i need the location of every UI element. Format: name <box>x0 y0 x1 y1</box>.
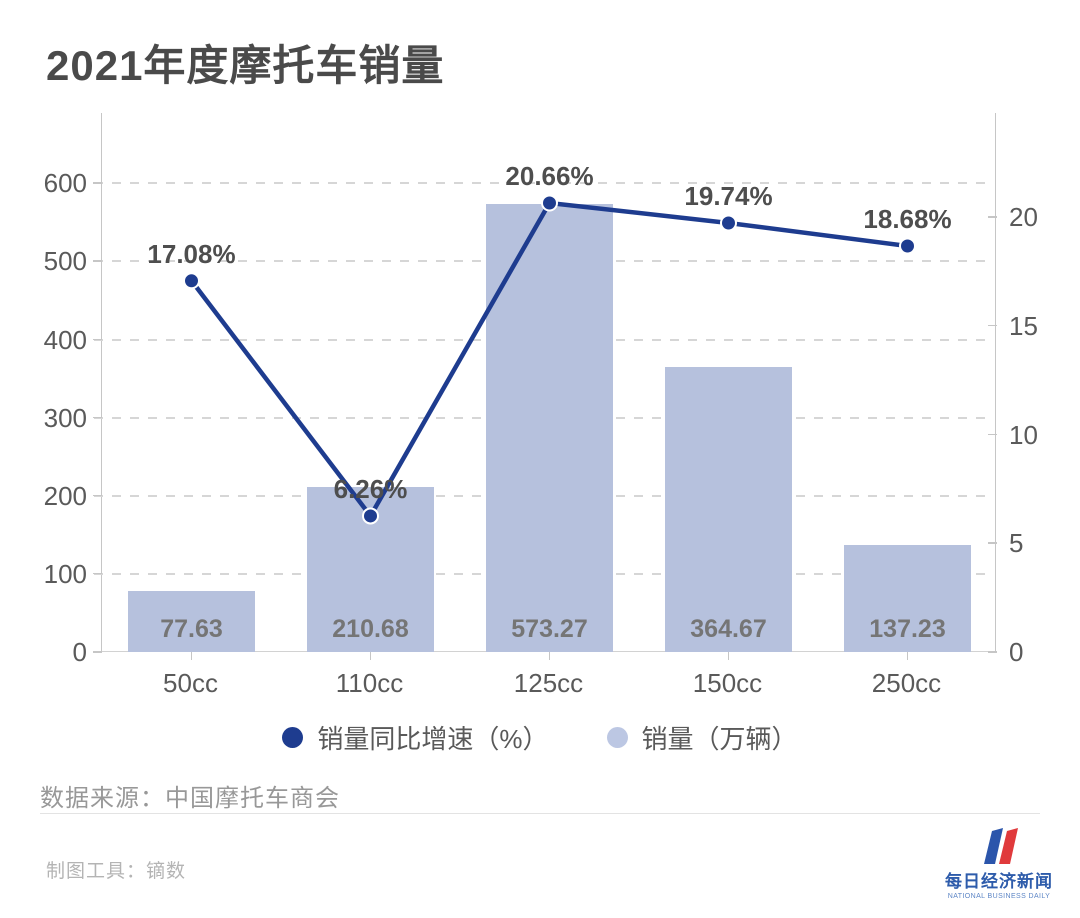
data-point-250cc <box>899 237 916 255</box>
right-axis-tick-0 <box>988 651 997 653</box>
legend-label-line: 销量同比增速（%） <box>317 724 549 754</box>
bar-value-110cc: 210.68 <box>332 615 409 643</box>
data-point-125cc <box>541 194 558 212</box>
bar-series-dot-icon <box>606 727 628 748</box>
bar-value-50cc: 77.63 <box>160 615 223 643</box>
legend-item-bar: 销量（万辆） <box>606 719 798 756</box>
chart-tool-note: 制图工具：镝数 <box>46 861 187 882</box>
publisher-logo: 每日经济新闻 NATIONAL BUSINESS DAILY <box>945 826 1052 900</box>
line-series-dot-icon <box>282 727 304 748</box>
left-axis-label-400: 400 <box>43 324 87 355</box>
x-axis-tick-150cc <box>727 652 729 660</box>
bar-50cc <box>128 591 255 652</box>
right-axis-tick-20 <box>988 216 997 218</box>
left-axis-tick-200 <box>93 494 102 497</box>
x-axis-label-110cc: 110cc <box>335 668 404 698</box>
bar-value-125cc: 573.27 <box>511 615 588 643</box>
x-axis-label-150cc: 150cc <box>692 668 763 698</box>
right-axis-tick-5 <box>988 542 997 544</box>
right-axis-tick-15 <box>988 324 997 327</box>
data-source-note: 数据来源：中国摩托车商会 <box>40 785 340 812</box>
left-axis-label-200: 200 <box>43 480 87 511</box>
bar-value-250cc: 137.23 <box>869 615 946 643</box>
publisher-name-en: NATIONAL BUSINESS DAILY <box>947 893 1051 900</box>
growth-line-chart <box>183 194 916 525</box>
growth-value-150cc: 19.74% <box>684 180 773 211</box>
axis-labels-layer: 0 100 200 300 400 500 600 0 5 10 15 20 50cc 110cc 125c… <box>44 113 1038 698</box>
x-axis-label-250cc: 250cc <box>871 668 942 698</box>
data-point-110cc <box>362 507 379 525</box>
bar-150cc <box>665 367 792 652</box>
left-axis-label-100: 100 <box>43 558 87 589</box>
x-axis-tick-110cc <box>369 652 371 660</box>
footer-divider <box>40 813 1040 814</box>
nbd-logo-icon <box>984 828 1018 864</box>
x-axis-label-50cc: 50cc <box>163 668 218 698</box>
left-axis-label-300: 300 <box>43 402 87 433</box>
data-point-150cc <box>720 214 737 232</box>
left-axis-label-0: 0 <box>72 637 87 667</box>
growth-value-110cc: 6.26% <box>333 473 408 504</box>
x-axis-tick-250cc <box>906 652 908 660</box>
right-axis-label-0: 0 <box>1009 637 1024 667</box>
left-axis-tick-600 <box>93 182 102 184</box>
data-point-50cc <box>183 272 200 290</box>
x-axis-tick-125cc <box>548 652 550 660</box>
publisher-name-cn: 每日经济新闻 <box>945 872 1053 891</box>
growth-value-50cc: 17.08% <box>147 238 236 269</box>
legend-label-bar: 销量（万辆） <box>641 724 798 754</box>
left-axis-label-500: 500 <box>43 246 87 277</box>
legend-item-line: 销量同比增速（%） <box>282 719 549 756</box>
chart-title: 2021年度摩托车销量 <box>46 42 445 89</box>
right-axis-label-5: 5 <box>1009 528 1024 559</box>
right-axis-tick-10 <box>988 433 997 436</box>
plot-area: 77.63 210.68 573.27 364.67 137.23 17.08% 6.26%… <box>93 113 997 660</box>
legend: 销量同比增速（%） 销量（万辆） <box>0 719 1080 756</box>
right-axis-label-15: 15 <box>1009 310 1038 341</box>
right-axis-label-20: 20 <box>1009 202 1038 233</box>
x-axis-label-125cc: 125cc <box>513 668 584 698</box>
right-axis-label-10: 10 <box>1009 419 1038 450</box>
left-axis-tick-0 <box>93 651 102 653</box>
x-axis-tick-50cc <box>190 652 192 660</box>
left-axis-label-600: 600 <box>43 168 87 199</box>
left-axis-tick-500 <box>93 260 102 262</box>
growth-value-250cc: 18.68% <box>863 204 952 234</box>
bar-250cc <box>844 544 971 652</box>
left-axis-tick-300 <box>93 416 102 419</box>
left-axis-tick-400 <box>93 338 102 341</box>
left-axis-tick-100 <box>93 572 102 575</box>
bar-value-150cc: 364.67 <box>690 615 767 643</box>
growth-value-125cc: 20.66% <box>505 160 594 191</box>
gridline-600 <box>94 182 991 185</box>
